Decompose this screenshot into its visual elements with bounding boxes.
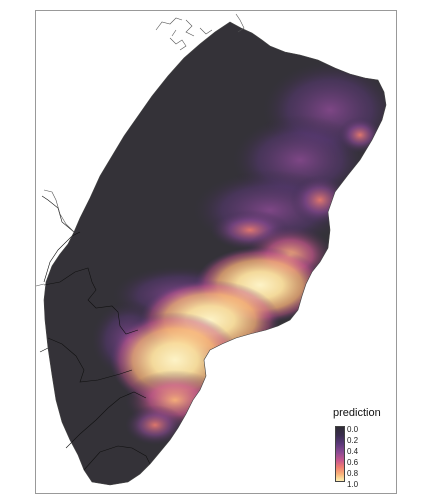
region-borders (39, 195, 151, 471)
legend-tick-4: 0.8 (347, 469, 359, 478)
legend-tick-1: 0.2 (347, 436, 359, 445)
legend-tick-2: 0.4 (347, 447, 359, 456)
legend-tick-0: 0.0 (347, 425, 359, 434)
legend-title: prediction (333, 407, 381, 419)
legend-tick-3: 0.6 (347, 458, 359, 467)
legend-colorbar (335, 426, 345, 482)
legend: prediction 0.0 0.2 0.4 0.6 0.8 1.0 (333, 407, 413, 489)
west-outline (35, 189, 75, 287)
legend-tick-5: 1.0 (347, 480, 359, 489)
neighbour-coastline (155, 13, 245, 51)
